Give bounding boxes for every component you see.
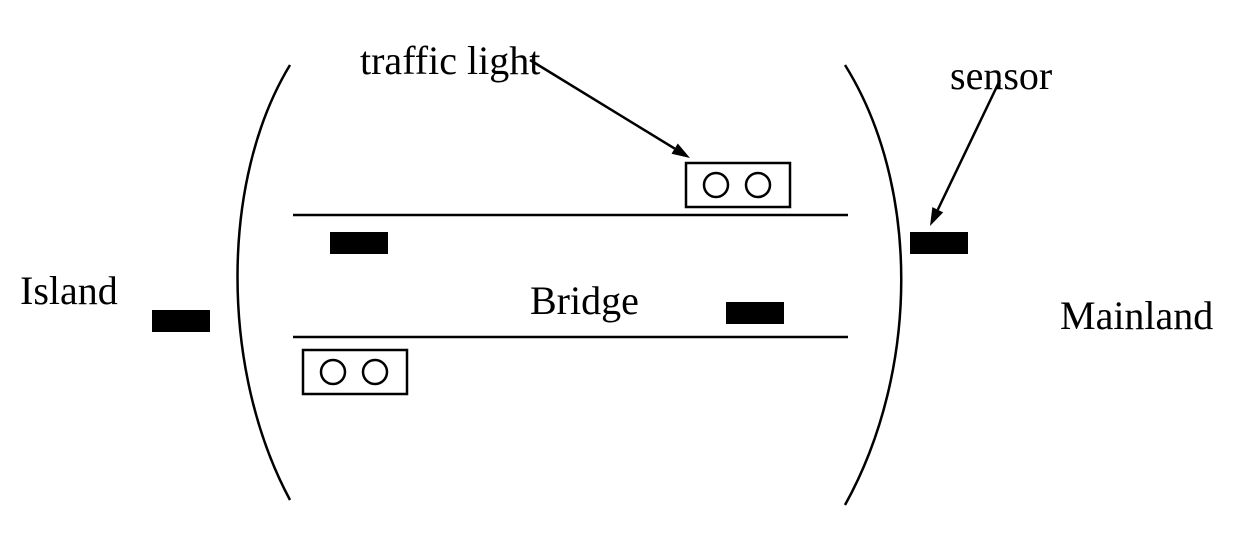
sensor-4	[910, 232, 968, 254]
sensor-3	[726, 302, 784, 324]
label-traffic-light: traffic light	[360, 38, 540, 83]
sensor-2	[330, 232, 388, 254]
label-island: Island	[20, 268, 118, 313]
label-sensor: sensor	[950, 53, 1052, 98]
label-bridge: Bridge	[530, 278, 639, 323]
sensor-1	[152, 310, 210, 332]
label-mainland: Mainland	[1060, 293, 1213, 338]
diagram-background	[0, 0, 1259, 540]
